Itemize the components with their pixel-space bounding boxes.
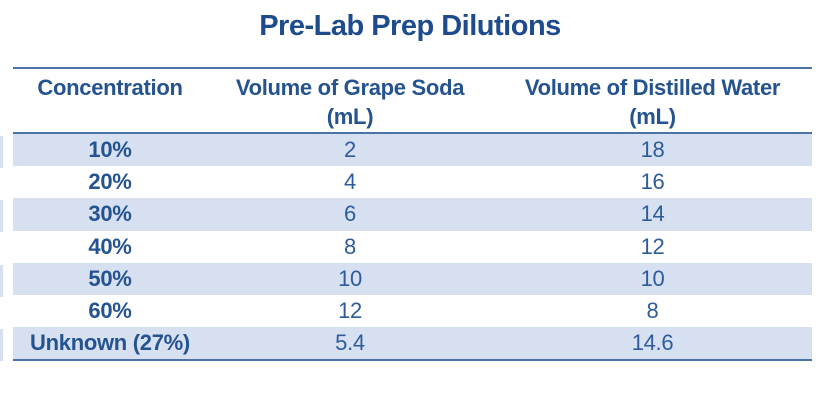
column-label: Concentration [37, 75, 183, 100]
cell-grape-soda: 5.4 [335, 330, 365, 356]
cell-distilled-water: 16 [640, 169, 665, 195]
row-shade-edge-artifact [0, 200, 3, 232]
cell-distilled-water: 14.6 [631, 330, 674, 356]
column-label: Volume of Grape Soda [235, 75, 465, 100]
cell-distilled-water: 10 [640, 265, 665, 291]
column-unit: (mL) [326, 104, 374, 129]
cell-concentration: 40% [88, 233, 132, 259]
cell-distilled-water: 14 [640, 201, 665, 227]
cell-grape-soda: 8 [344, 233, 356, 259]
cell-concentration: 50% [88, 265, 132, 291]
column-header-distilled-water: Volume of Distilled Water (mL) [493, 73, 812, 132]
cell-distilled-water: 12 [640, 233, 665, 259]
table-body: 10% 2 18 20% 4 16 30% 6 14 40% 8 12 50% [13, 134, 812, 362]
row-shade-edge-artifact [0, 329, 3, 361]
table-header-row: Concentration Volume of Grape Soda (mL) … [13, 69, 812, 134]
table-row: 40% 8 12 [13, 231, 812, 263]
column-unit: (mL) [629, 104, 676, 129]
table-row: 20% 4 16 [13, 166, 812, 198]
cell-grape-soda: 6 [344, 201, 356, 227]
table-row: 30% 6 14 [13, 198, 812, 231]
cell-concentration: 10% [88, 137, 132, 163]
cell-grape-soda: 4 [344, 169, 356, 195]
row-shade-edge-artifact [0, 265, 3, 297]
column-header-concentration: Concentration [13, 73, 207, 132]
cell-distilled-water: 18 [640, 137, 665, 163]
cell-grape-soda: 12 [338, 298, 362, 324]
cell-distilled-water: 8 [646, 298, 659, 324]
cell-concentration: Unknown (27%) [30, 330, 190, 356]
cell-concentration: 60% [88, 298, 132, 324]
column-label: Volume of Distilled Water [524, 75, 781, 100]
column-header-grape-soda: Volume of Grape Soda (mL) [207, 73, 493, 132]
table-row: 10% 2 18 [13, 134, 812, 167]
table-row: Unknown (27%) 5.4 14.6 [13, 327, 812, 360]
table-row: 50% 10 10 [13, 262, 812, 295]
row-shade-edge-artifact [0, 136, 3, 168]
cell-concentration: 20% [88, 169, 132, 195]
page-title: Pre-Lab Prep Dilutions [259, 10, 561, 42]
column-unit [13, 102, 207, 131]
dilutions-table: Concentration Volume of Grape Soda (mL) … [13, 67, 812, 362]
cell-grape-soda: 2 [344, 137, 356, 163]
cell-concentration: 30% [88, 201, 132, 227]
table-row: 60% 12 8 [13, 295, 812, 327]
cell-grape-soda: 10 [338, 265, 362, 291]
